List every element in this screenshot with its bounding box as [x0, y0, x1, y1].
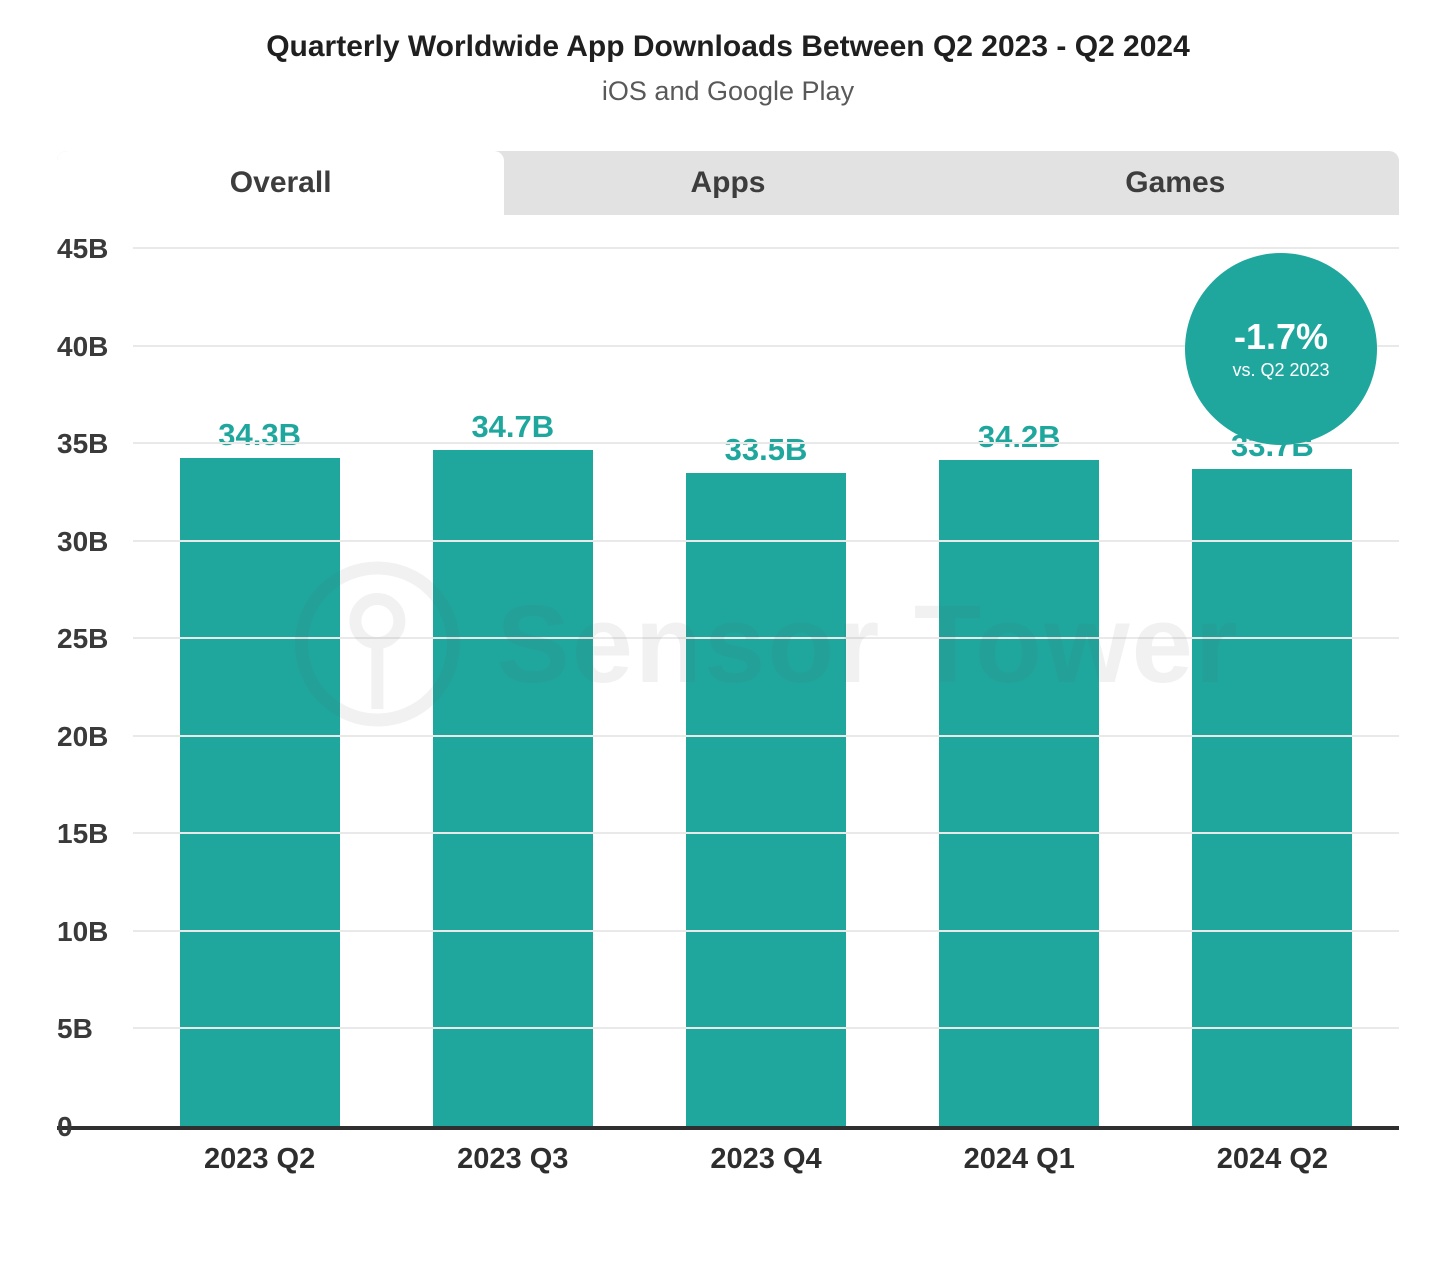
gridline: [133, 637, 1399, 640]
chart-area: -1.7% vs. Q2 2023 Sensor Tower 34.3B 34.7…: [57, 235, 1399, 1176]
change-badge-value: -1.7%: [1233, 315, 1329, 357]
tab-games[interactable]: Games: [1125, 166, 1226, 199]
y-axis-tick-label: 20B: [57, 720, 109, 752]
y-axis-tick-label: 15B: [57, 818, 109, 850]
categories-row: 2023 Q2 2023 Q3 2023 Q4 2024 Q1 2024 Q2: [133, 1127, 1399, 1176]
gridline: [133, 539, 1399, 542]
y-axis-tick-label: 40B: [57, 330, 109, 362]
bar-column: 34.7B: [386, 249, 639, 1127]
y-axis-tick-label: 0: [57, 1111, 73, 1142]
tab-bar: Overall Apps Games: [57, 151, 1399, 215]
bar-column: 33.7B: [1146, 249, 1399, 1127]
y-axis-tick-label: 25B: [57, 623, 109, 655]
gridline: [133, 344, 1399, 347]
gridline: [133, 247, 1399, 249]
y-axis-tick-label: 5B: [57, 1013, 93, 1045]
y-axis-tick-label: 35B: [57, 428, 109, 460]
bar-column: 34.2B: [893, 249, 1146, 1127]
y-axis-tick-label: 30B: [57, 525, 109, 557]
x-axis-category-label: 2023 Q3: [457, 1143, 569, 1175]
gridline: [133, 734, 1399, 737]
bar: [179, 457, 340, 1127]
chart-subtitle: iOS and Google Play: [601, 76, 855, 106]
bar-value-label: 34.3B: [218, 416, 301, 452]
x-axis-category-label: 2024 Q2: [1216, 1143, 1329, 1175]
gridline: [133, 1027, 1399, 1030]
bar-value-label: 34.7B: [471, 408, 555, 444]
gridline: [133, 832, 1399, 835]
bar-column: 34.3B: [133, 249, 386, 1127]
bar-value-label: 34.2B: [977, 418, 1061, 454]
x-axis-category-label: 2024 Q1: [963, 1143, 1075, 1175]
gridline: [133, 929, 1399, 932]
change-badge-caption: vs. Q2 2023: [1232, 360, 1330, 381]
x-axis-category-label: 2023 Q2: [203, 1143, 316, 1175]
y-axis-tick-label: 10B: [57, 915, 109, 947]
bars-row: 34.3B 34.7B 33.5B 34.2B 33.7B: [133, 249, 1399, 1127]
bar: [1192, 469, 1353, 1127]
bar: [939, 459, 1100, 1127]
tab-apps[interactable]: Apps: [690, 166, 766, 199]
chart-title: Quarterly Worldwide App Downloads Betwee…: [266, 30, 1190, 63]
gridline: [133, 442, 1399, 445]
bar-column: 33.5B: [639, 249, 892, 1127]
bar: [432, 449, 593, 1127]
y-axis-tick-label: 45B: [57, 233, 109, 264]
x-axis-line: [57, 1126, 1399, 1130]
tab-overall[interactable]: Overall: [57, 151, 505, 215]
x-axis-category-label: 2023 Q4: [710, 1143, 822, 1175]
bar: [686, 473, 846, 1127]
bar-value-label: 33.5B: [724, 432, 808, 468]
change-badge: -1.7% vs. Q2 2023: [1185, 253, 1377, 445]
